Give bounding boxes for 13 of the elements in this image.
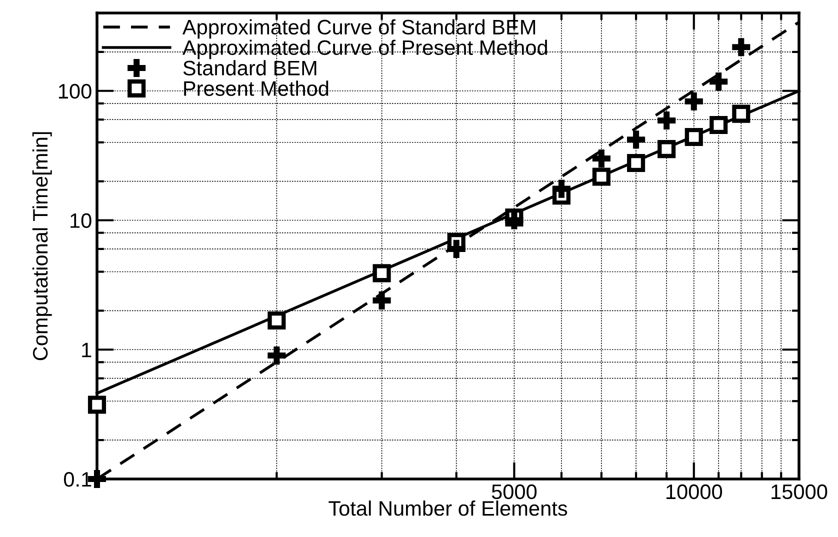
y-axis-title: Computational Time[min]	[32, 132, 52, 360]
x-axis-title: Total Number of Elements	[328, 500, 568, 516]
legend-label: Present Method	[184, 80, 328, 96]
legend-label: Approximated Curve of Present Method	[182, 40, 547, 60]
x-tick-label: 10000	[666, 484, 722, 500]
x-tick-label: 5000	[492, 484, 537, 500]
y-tick-label: 1	[82, 342, 92, 358]
y-tick-label: 0.1	[64, 472, 92, 487]
legend-label: Standard BEM	[183, 60, 316, 76]
legend-label: Approximated Curve of Standard BEM	[182, 19, 536, 39]
y-tick-label: 100	[58, 84, 92, 99]
x-tick-label: 15000	[772, 484, 828, 500]
y-tick-label: 10	[70, 213, 92, 228]
